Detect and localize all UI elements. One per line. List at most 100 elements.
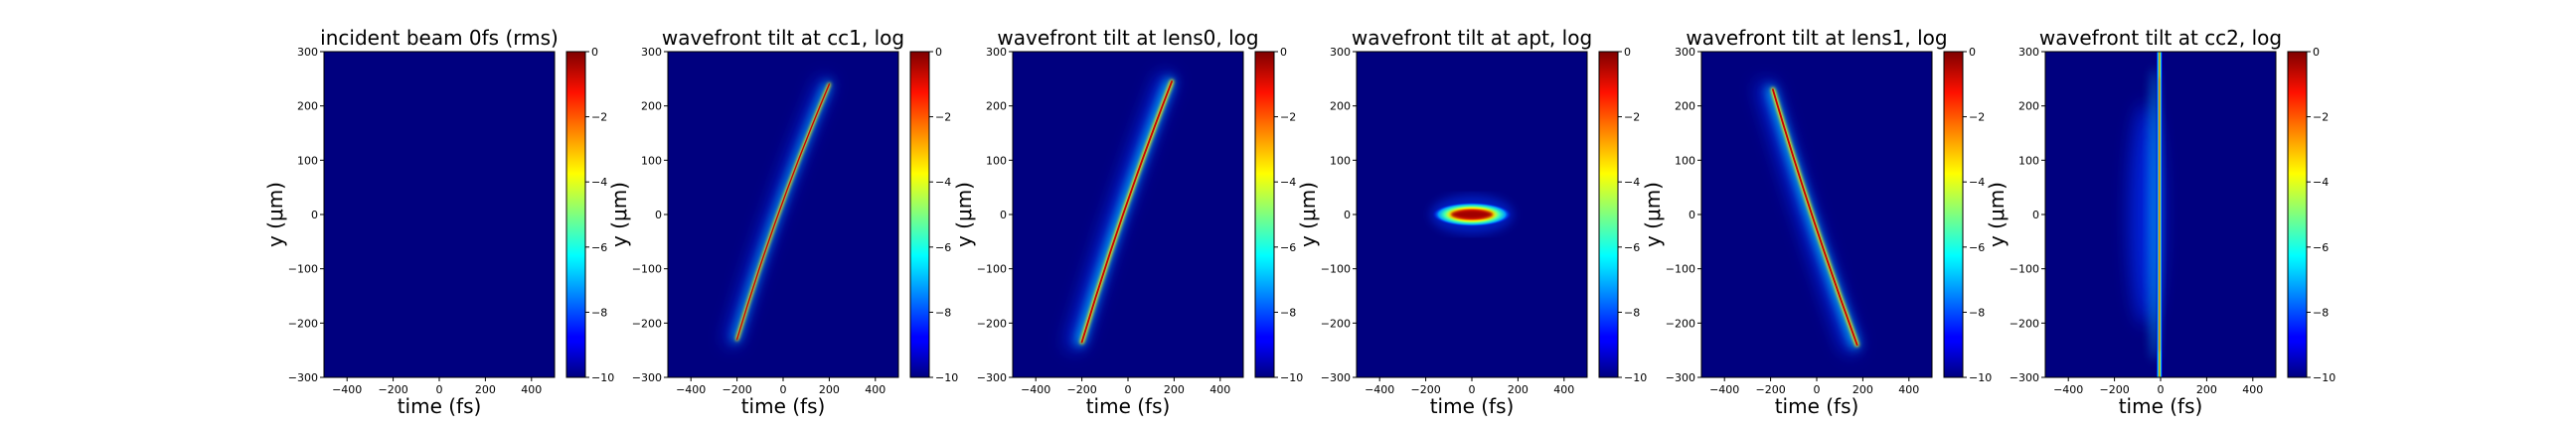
colorbar-tick-label: −2 (1969, 111, 1985, 124)
y-tick-label: −200 (2010, 317, 2039, 330)
x-axis-label: time (fs) (1086, 394, 1171, 418)
y-tick-label: 200 (1675, 100, 1695, 113)
x-tick-label: 0 (780, 383, 787, 396)
colorbar-tick-label: 0 (1280, 46, 1287, 59)
heatmap-feature (1430, 195, 1514, 234)
colorbar-tick-label: 0 (591, 46, 598, 59)
y-tick-label: −100 (288, 263, 318, 276)
x-tick-label: −200 (378, 383, 407, 396)
colorbar-tick-label: −10 (591, 371, 614, 384)
colorbar-tick-label: −6 (1969, 241, 1985, 254)
subplot-title: wavefront tilt at lens1, log (1686, 26, 1947, 50)
colorbar (1254, 51, 1275, 378)
beam-outer (1766, 85, 1859, 350)
colorbar-tick-label: 0 (2313, 46, 2320, 59)
x-tick-label: 400 (2242, 383, 2263, 396)
colorbar-tick-label: −2 (1280, 111, 1296, 124)
x-tick-label: −200 (1066, 383, 1096, 396)
colorbar-tick-label: −8 (591, 306, 607, 319)
colorbar-tick-label: −8 (2313, 306, 2329, 319)
beam-halo (1757, 80, 1859, 354)
subplot-4: wavefront tilt at apt, log−400 −200 0 200 40… (1296, 26, 1647, 418)
colorbar-tick-label: −6 (1280, 241, 1296, 254)
y-tick-label: −100 (2010, 263, 2039, 276)
colorbar-tick-label: −2 (591, 111, 607, 124)
x-tick-label: 400 (1553, 383, 1574, 396)
colorbar-tick-label: −6 (591, 241, 607, 254)
heatmap-feature (2129, 52, 2164, 377)
x-tick-label: −400 (2053, 383, 2083, 396)
colorbar-tick-label: −4 (1624, 176, 1640, 189)
y-tick-label: 0 (2032, 209, 2039, 221)
x-tick-label: 0 (1469, 383, 1476, 396)
heatmap-feature (725, 77, 831, 346)
x-axis-label: time (fs) (1775, 394, 1859, 418)
y-tick-label: 0 (311, 209, 318, 221)
beam-core (735, 83, 831, 341)
beam-outer (731, 80, 831, 343)
y-tick-label: 300 (641, 46, 662, 59)
y-tick-label: 100 (986, 154, 1007, 167)
y-tick-label: −100 (1666, 263, 1695, 276)
subplot-title: wavefront tilt at apt, log (1352, 26, 1592, 50)
x-tick-label: −200 (722, 383, 751, 396)
subplot-3: wavefront tilt at lens0, log−400 −200 0 200… (952, 26, 1303, 418)
x-tick-label: −400 (1709, 383, 1739, 396)
x-tick-label: 400 (1898, 383, 1919, 396)
y-tick-label: −300 (632, 371, 662, 384)
y-tick-label: −100 (977, 263, 1007, 276)
subplot-title: wavefront tilt at lens0, log (997, 26, 1258, 50)
y-tick-label: −300 (977, 371, 1007, 384)
y-tick-label: 100 (1675, 154, 1695, 167)
y-axis-label: y (μm) (1641, 182, 1665, 247)
colorbar-tick-label: −8 (1624, 306, 1640, 319)
x-axis-label: time (fs) (398, 394, 482, 418)
colorbar-tick-label: −4 (2313, 176, 2329, 189)
x-tick-label: −200 (1755, 383, 1785, 396)
beam-halo (725, 77, 831, 346)
x-tick-label: 0 (1814, 383, 1821, 396)
colorbar-tick-label: −8 (935, 306, 951, 319)
y-tick-label: −200 (977, 317, 1007, 330)
x-tick-label: 400 (1209, 383, 1230, 396)
subplot-6: wavefront tilt at cc2, log−400 −200 0 200 40… (1985, 26, 2335, 418)
subplot-title: wavefront tilt at cc2, log (2039, 26, 2282, 50)
x-tick-label: 200 (1852, 383, 1873, 396)
x-tick-label: −200 (1410, 383, 1440, 396)
y-tick-label: 300 (2018, 46, 2039, 59)
y-tick-label: 0 (1000, 209, 1007, 221)
colorbar-tick-label: −2 (2313, 111, 2329, 124)
x-axis-label: time (fs) (2119, 394, 2203, 418)
y-tick-label: 200 (641, 100, 662, 113)
colorbar-tick-label: −10 (935, 371, 958, 384)
y-tick-label: −100 (1321, 263, 1351, 276)
heatmap-background (1701, 52, 1932, 377)
colorbar-tick-label: 0 (935, 46, 942, 59)
y-tick-label: −200 (1321, 317, 1351, 330)
beam-core (2159, 77, 2161, 352)
y-tick-label: 0 (1689, 209, 1695, 221)
y-tick-label: 300 (297, 46, 318, 59)
x-tick-label: −400 (1365, 383, 1394, 396)
colorbar-tick-label: −4 (1969, 176, 1985, 189)
colorbar-tick-label: −10 (1624, 371, 1647, 384)
colorbar-tick-label: −4 (1280, 176, 1296, 189)
y-tick-label: 300 (1675, 46, 1695, 59)
x-tick-label: −400 (1021, 383, 1050, 396)
y-tick-label: 0 (1344, 209, 1351, 221)
x-tick-label: −400 (676, 383, 706, 396)
heatmap-background (668, 52, 898, 377)
y-tick-label: −200 (288, 317, 318, 330)
colorbar (2287, 51, 2308, 378)
x-tick-label: 400 (521, 383, 542, 396)
subplot-2: wavefront tilt at cc1, log−400 −200 0 200 40… (607, 26, 958, 418)
colorbar-tick-label: −6 (2313, 241, 2329, 254)
y-tick-label: 0 (655, 209, 662, 221)
subplot-1: incident beam 0fs (rms)−400 −200 0 200 400−3… (263, 26, 614, 418)
x-tick-label: 400 (865, 383, 886, 396)
y-tick-label: −200 (632, 317, 662, 330)
heatmap-feature (1757, 80, 1859, 354)
x-tick-label: −200 (2099, 383, 2129, 396)
y-axis-label: y (μm) (1296, 182, 1320, 247)
